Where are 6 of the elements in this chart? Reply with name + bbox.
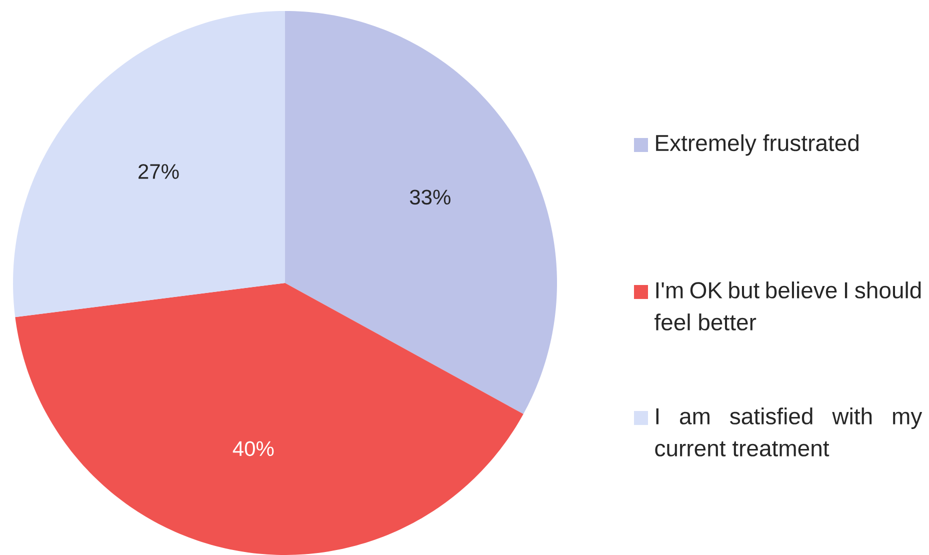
data-label: 33% [410,190,450,205]
data-label: 27% [138,164,179,179]
legend-label: Extremely frustrated [656,134,858,156]
legend-label: I am satisfied with my current treatment [655,408,922,456]
data-label: 40% [232,441,274,456]
legend-label: I'm OK but believe I should feel better [654,282,921,330]
